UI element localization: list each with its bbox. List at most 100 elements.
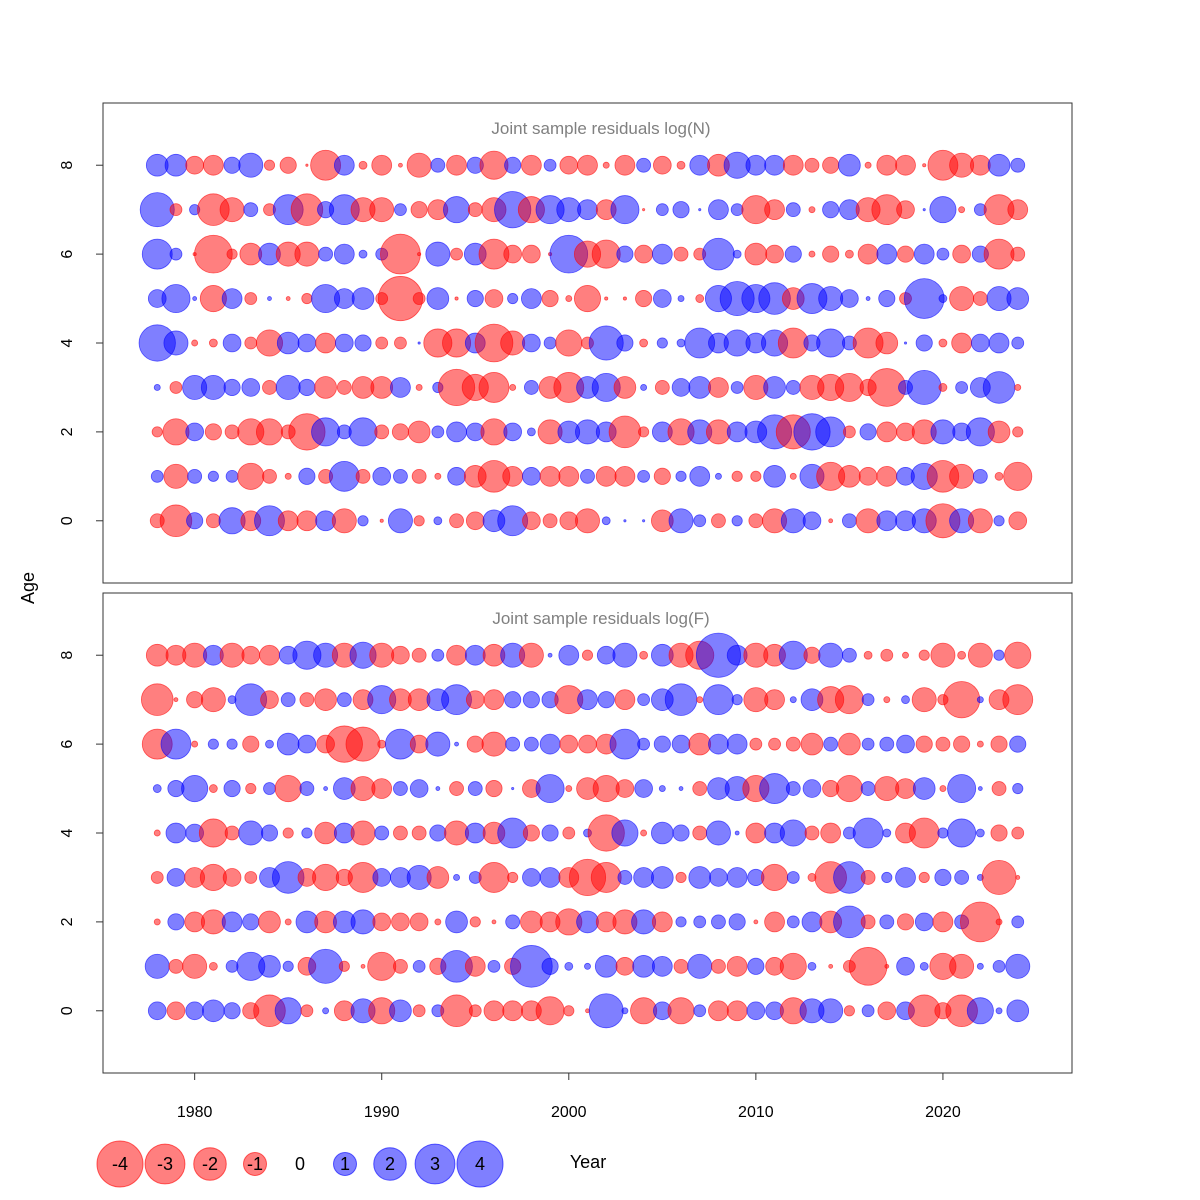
bubble-age2-1996 <box>491 919 497 925</box>
bubble-age4-1988 <box>335 333 354 353</box>
bubble-age0-2002 <box>588 993 624 1029</box>
x-tick-label: 1980 <box>177 1104 213 1121</box>
bubble-age1-1989 <box>355 468 371 484</box>
bubble-age3-1979 <box>169 381 183 394</box>
legend-label: 3 <box>430 1154 440 1174</box>
bubble-age7-2020 <box>929 196 957 224</box>
bubble-age2-1997 <box>505 914 521 930</box>
bubble-age2-2003 <box>608 415 642 449</box>
bubble-age5-2020 <box>939 785 947 792</box>
bubble-age4-2014 <box>820 822 842 844</box>
bubble-age8-1982 <box>219 642 245 668</box>
legend-label: 1 <box>340 1154 350 1174</box>
bubble-age1-1987 <box>308 948 344 984</box>
bubble-age5-1978 <box>152 784 162 793</box>
bubble-age0-2014 <box>828 518 834 524</box>
bubble-age3-2020 <box>934 868 952 886</box>
bubble-age5-1987 <box>323 786 328 791</box>
bubble-age5-2004 <box>635 290 653 308</box>
bubble-age8-2017 <box>880 648 894 662</box>
bubble-age4-2005 <box>656 337 668 349</box>
bubble-age8-2020 <box>930 642 956 668</box>
bubble-age0-1994 <box>449 513 464 529</box>
bubble-age6-2009 <box>726 733 748 755</box>
bubble-age0-2003 <box>623 519 627 523</box>
bubble-age1-2003 <box>615 957 635 976</box>
bubble-age1-2016 <box>848 947 888 986</box>
bubble-age8-2007 <box>689 154 711 176</box>
bubble-age1-1999 <box>539 465 561 487</box>
bubble-age2-1992 <box>409 912 429 932</box>
bubble-age2-1991 <box>391 912 410 932</box>
bubble-age6-2018 <box>896 734 915 754</box>
bubble-age6-1998 <box>522 244 541 264</box>
bubble-age1-1980 <box>187 468 203 484</box>
bubble-age0-2001 <box>575 508 600 534</box>
bubble-age1-1996 <box>487 959 501 973</box>
bubble-age7-1979 <box>173 697 179 703</box>
bubble-age1-1985 <box>282 960 294 972</box>
legend-bubble <box>333 1152 357 1176</box>
bubble-age3-2024 <box>1015 875 1021 880</box>
bubble-age4-1982 <box>224 825 240 841</box>
bubble-age5-2021 <box>947 774 977 804</box>
bubble-age1-2014 <box>828 963 834 969</box>
bubble-age5-1982 <box>223 780 241 798</box>
x-tick-label: 1990 <box>364 1104 400 1121</box>
bubble-age5-1984 <box>267 296 272 301</box>
bubble-age5-2006 <box>677 295 685 302</box>
bubble-age5-1980 <box>192 296 198 301</box>
bubble-age1-2024 <box>1005 953 1031 979</box>
bubble-age6-2018 <box>896 245 915 263</box>
bubble-age0-1981 <box>205 513 221 529</box>
bubble-age4-2024 <box>1011 336 1025 350</box>
bubble-age8-1985 <box>279 156 297 174</box>
bubble-age4-1998 <box>522 333 541 353</box>
bubble-age2-1989 <box>350 909 376 935</box>
bubble-age4-1993 <box>429 824 447 842</box>
y-tick-label: 8 <box>59 161 76 170</box>
bubble-age4-1997 <box>500 330 526 356</box>
bubble-age7-1997 <box>504 691 522 709</box>
bubble-age5-2007 <box>695 294 705 303</box>
bubble-age8-2022 <box>967 642 993 668</box>
bubble-age8-2011 <box>764 154 785 176</box>
bubble-age8-2019 <box>922 163 927 168</box>
bubble-age3-1997 <box>507 871 519 883</box>
bubble-age7-2008 <box>708 199 729 221</box>
x-tick-label: 2010 <box>738 1104 774 1121</box>
bubble-age2-1983 <box>242 913 260 931</box>
bubble-age6-1994 <box>450 247 463 261</box>
bubble-age5-2011 <box>759 773 790 804</box>
bubble-age2-2024 <box>1011 915 1025 929</box>
bubble-age8-1986 <box>305 163 309 167</box>
bubble-age7-2005 <box>655 203 669 217</box>
bubble-age2-1991 <box>391 423 409 441</box>
bubble-age5-1980 <box>181 775 209 803</box>
bubble-age4-2009 <box>734 830 740 836</box>
bubble-age7-2021 <box>943 681 981 719</box>
bubble-age6-1986 <box>297 734 317 754</box>
bubble-age0-2022 <box>966 997 994 1025</box>
bubble-age6-2008 <box>702 237 735 271</box>
bubble-age0-1987 <box>322 1007 330 1015</box>
bubble-age2-2016 <box>860 914 876 930</box>
bubble-age3-2020 <box>938 383 948 392</box>
bubble-age6-2024 <box>1009 735 1027 753</box>
bubble-age3-1996 <box>478 862 510 893</box>
y-tick-label: 6 <box>59 740 76 749</box>
legend-label: -4 <box>112 1154 128 1174</box>
bubble-age5-2002 <box>604 296 609 301</box>
bubble-age3-2017 <box>881 871 893 883</box>
bubble-age3-2012 <box>785 380 801 395</box>
bubble-age7-2013 <box>808 206 816 214</box>
bubble-age2-1987 <box>311 417 341 447</box>
bubble-age5-1986 <box>299 781 315 796</box>
bubble-age5-2003 <box>615 779 635 798</box>
bubble-age4-2022 <box>975 828 985 838</box>
bubble-age1-2022 <box>972 468 988 484</box>
bubble-age2-2013 <box>801 911 823 933</box>
bubble-age6-2010 <box>749 737 763 751</box>
y-tick-label: 2 <box>59 917 76 926</box>
bubble-age0-2022 <box>967 508 993 534</box>
